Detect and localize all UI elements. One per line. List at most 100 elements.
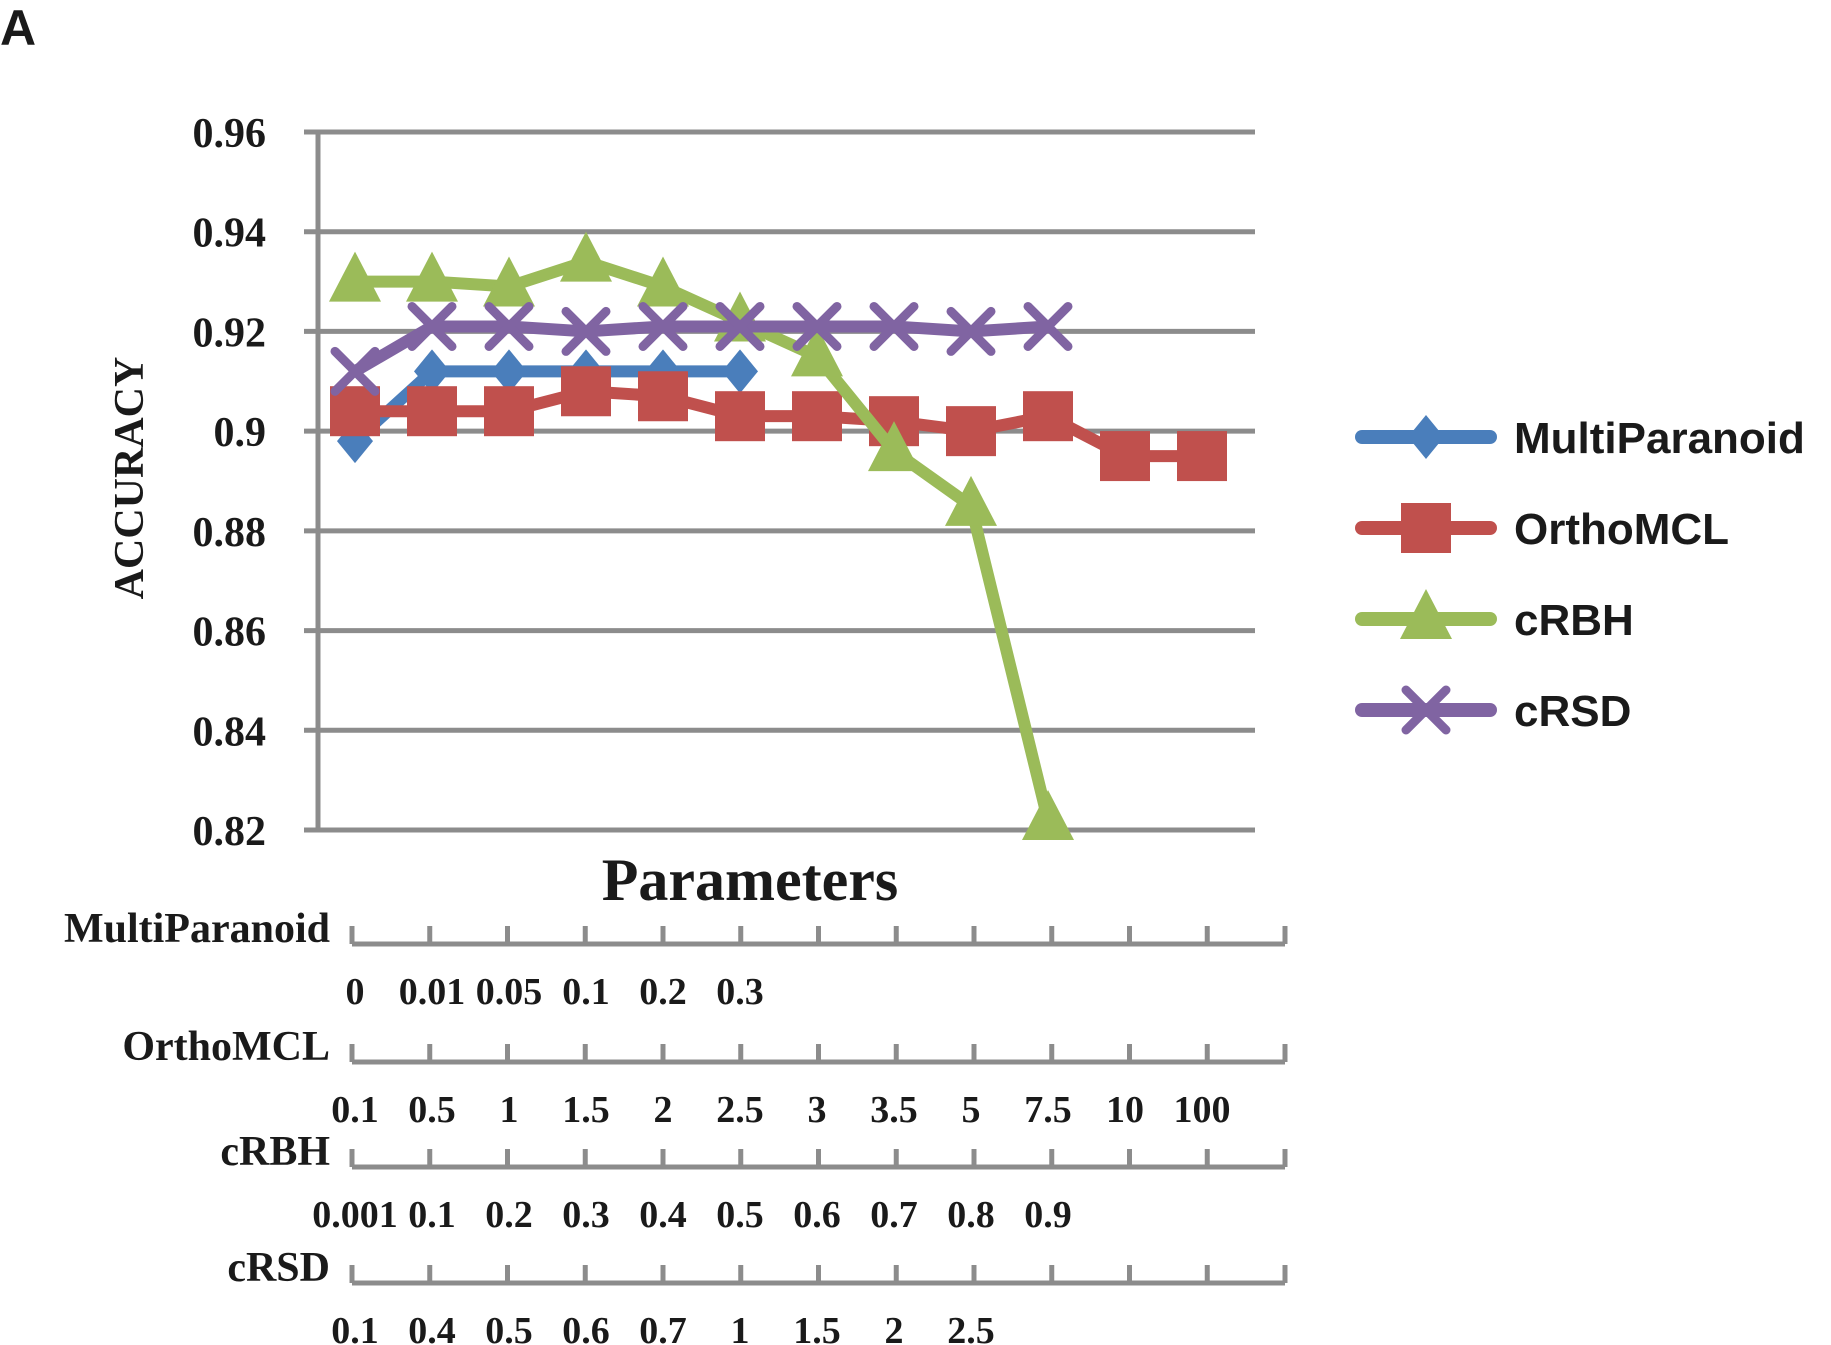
- series-line: [355, 255, 1054, 822]
- point-x: [715, 301, 765, 351]
- point-x: [330, 346, 380, 396]
- y-tick-label: 0.86: [193, 610, 267, 656]
- param-tick-label: 0.01: [399, 971, 466, 1013]
- param-axis-label: MultiParanoid: [64, 906, 330, 952]
- point-x: [1023, 301, 1073, 351]
- point-square: [946, 406, 996, 457]
- point-triangle: [406, 251, 458, 302]
- param-tick-label: 0.6: [793, 1194, 841, 1236]
- panel-label: A: [0, 0, 36, 56]
- y-tick-label: 0.9: [214, 410, 267, 456]
- point-triangle: [791, 326, 843, 377]
- param-tick-label: 2.5: [716, 1089, 764, 1131]
- y-tick-label: 0.88: [193, 510, 267, 556]
- param-tick-label: 1.5: [793, 1310, 841, 1345]
- y-tick-label: 0.96: [193, 111, 267, 157]
- param-tick-label: 0.5: [716, 1194, 764, 1236]
- series-line: [351, 320, 1049, 377]
- point-x: [1401, 685, 1451, 735]
- param-axis-crbh: cRBH 0.001 0.1 0.2 0.3 0.4 0.5 0.6 0.7 0.8 0.9: [220, 1129, 1288, 1236]
- point-triangle: [1022, 790, 1074, 841]
- point-triangle: [560, 231, 612, 282]
- legend-item-orthomcl: OrthoMCL: [1355, 503, 1729, 554]
- point-diamond: [414, 349, 450, 394]
- y-tick-labels: 0.96 0.94 0.92 0.9 0.88 0.86 0.84 0.82: [193, 111, 267, 855]
- param-tick-label: 2.5: [947, 1310, 995, 1345]
- point-triangle: [1400, 589, 1452, 639]
- point-square: [484, 386, 534, 437]
- series-crsd: [330, 301, 1073, 396]
- param-tick-label: 3.5: [870, 1089, 918, 1131]
- point-square: [715, 391, 765, 442]
- point-triangle: [945, 475, 997, 526]
- point-square: [407, 386, 457, 437]
- point-square: [1100, 431, 1150, 482]
- legend-label: MultiParanoid: [1514, 414, 1805, 463]
- point-diamond: [491, 349, 527, 394]
- param-tick-label: 5: [962, 1089, 981, 1131]
- param-tick-label: 0.1: [331, 1089, 379, 1131]
- series-line: [355, 385, 1202, 463]
- point-x: [638, 301, 688, 351]
- param-tick-label: 0.4: [639, 1194, 687, 1236]
- point-triangle: [329, 251, 381, 302]
- param-tick-label: 0.1: [331, 1310, 379, 1345]
- param-axis-label: OrthoMCL: [122, 1024, 330, 1070]
- legend-label: OrthoMCL: [1514, 505, 1729, 554]
- point-square: [330, 386, 380, 437]
- point-square: [1177, 431, 1227, 482]
- param-tick-label: 0.2: [485, 1194, 533, 1236]
- legend-item-multiparanoid: MultiParanoid: [1355, 414, 1805, 463]
- legend-item-crbh: cRBH: [1355, 589, 1634, 645]
- param-tick-label: 7.5: [1024, 1089, 1072, 1131]
- param-axis-label: cRSD: [227, 1245, 330, 1291]
- param-tick-label: 0.7: [639, 1310, 687, 1345]
- param-tick-label: 0.1: [562, 971, 610, 1013]
- param-tick-label: 10: [1106, 1089, 1144, 1131]
- y-axis-label: ACCURACY: [107, 357, 153, 600]
- y-tick-label: 0.84: [193, 709, 267, 755]
- series-group: [329, 231, 1227, 841]
- point-square: [792, 391, 842, 442]
- param-tick-label: 0.05: [476, 971, 543, 1013]
- param-tick-label: 2: [654, 1089, 673, 1131]
- param-axis-label: cRBH: [220, 1129, 330, 1175]
- series-crbh: [329, 231, 1074, 841]
- param-tick-label: 0.5: [485, 1310, 533, 1345]
- point-square: [1401, 503, 1451, 553]
- legend: MultiParanoid OrthoMCL cRBH cRSD: [1355, 414, 1805, 736]
- point-square: [1023, 391, 1073, 442]
- point-triangle: [637, 256, 689, 307]
- point-triangle: [868, 421, 920, 472]
- param-tick-label: 100: [1174, 1089, 1231, 1131]
- param-tick-label: 0.7: [870, 1194, 918, 1236]
- param-tick-label: 1.5: [562, 1089, 610, 1131]
- point-square: [638, 371, 688, 422]
- param-tick-label: 2: [885, 1310, 904, 1345]
- series-orthomcl: [330, 366, 1227, 482]
- param-tick-label: 0.1: [408, 1194, 456, 1236]
- point-x: [561, 306, 611, 356]
- param-tick-label: 0: [346, 971, 365, 1013]
- param-tick-label: 0.8: [947, 1194, 995, 1236]
- param-axis-multiparanoid: MultiParanoid 0 0.01 0.05 0.1 0.2 0.3: [64, 906, 1288, 1013]
- legend-label: cRBH: [1514, 596, 1634, 645]
- point-x: [946, 306, 996, 356]
- param-tick-label: 3: [808, 1089, 827, 1131]
- legend-label: cRSD: [1514, 687, 1631, 736]
- y-tick-label: 0.92: [193, 310, 267, 356]
- param-tick-label: 1: [731, 1310, 750, 1345]
- point-x: [869, 301, 919, 351]
- point-x: [407, 301, 457, 351]
- point-diamond: [722, 349, 758, 394]
- point-x: [792, 301, 842, 351]
- param-tick-label: 0.9: [1024, 1194, 1072, 1236]
- param-tick-label: 0.3: [562, 1194, 610, 1236]
- point-square: [561, 366, 611, 417]
- y-tick-label: 0.82: [193, 809, 267, 855]
- param-tick-label: 0.3: [716, 971, 764, 1013]
- param-tick-label: 0.2: [639, 971, 687, 1013]
